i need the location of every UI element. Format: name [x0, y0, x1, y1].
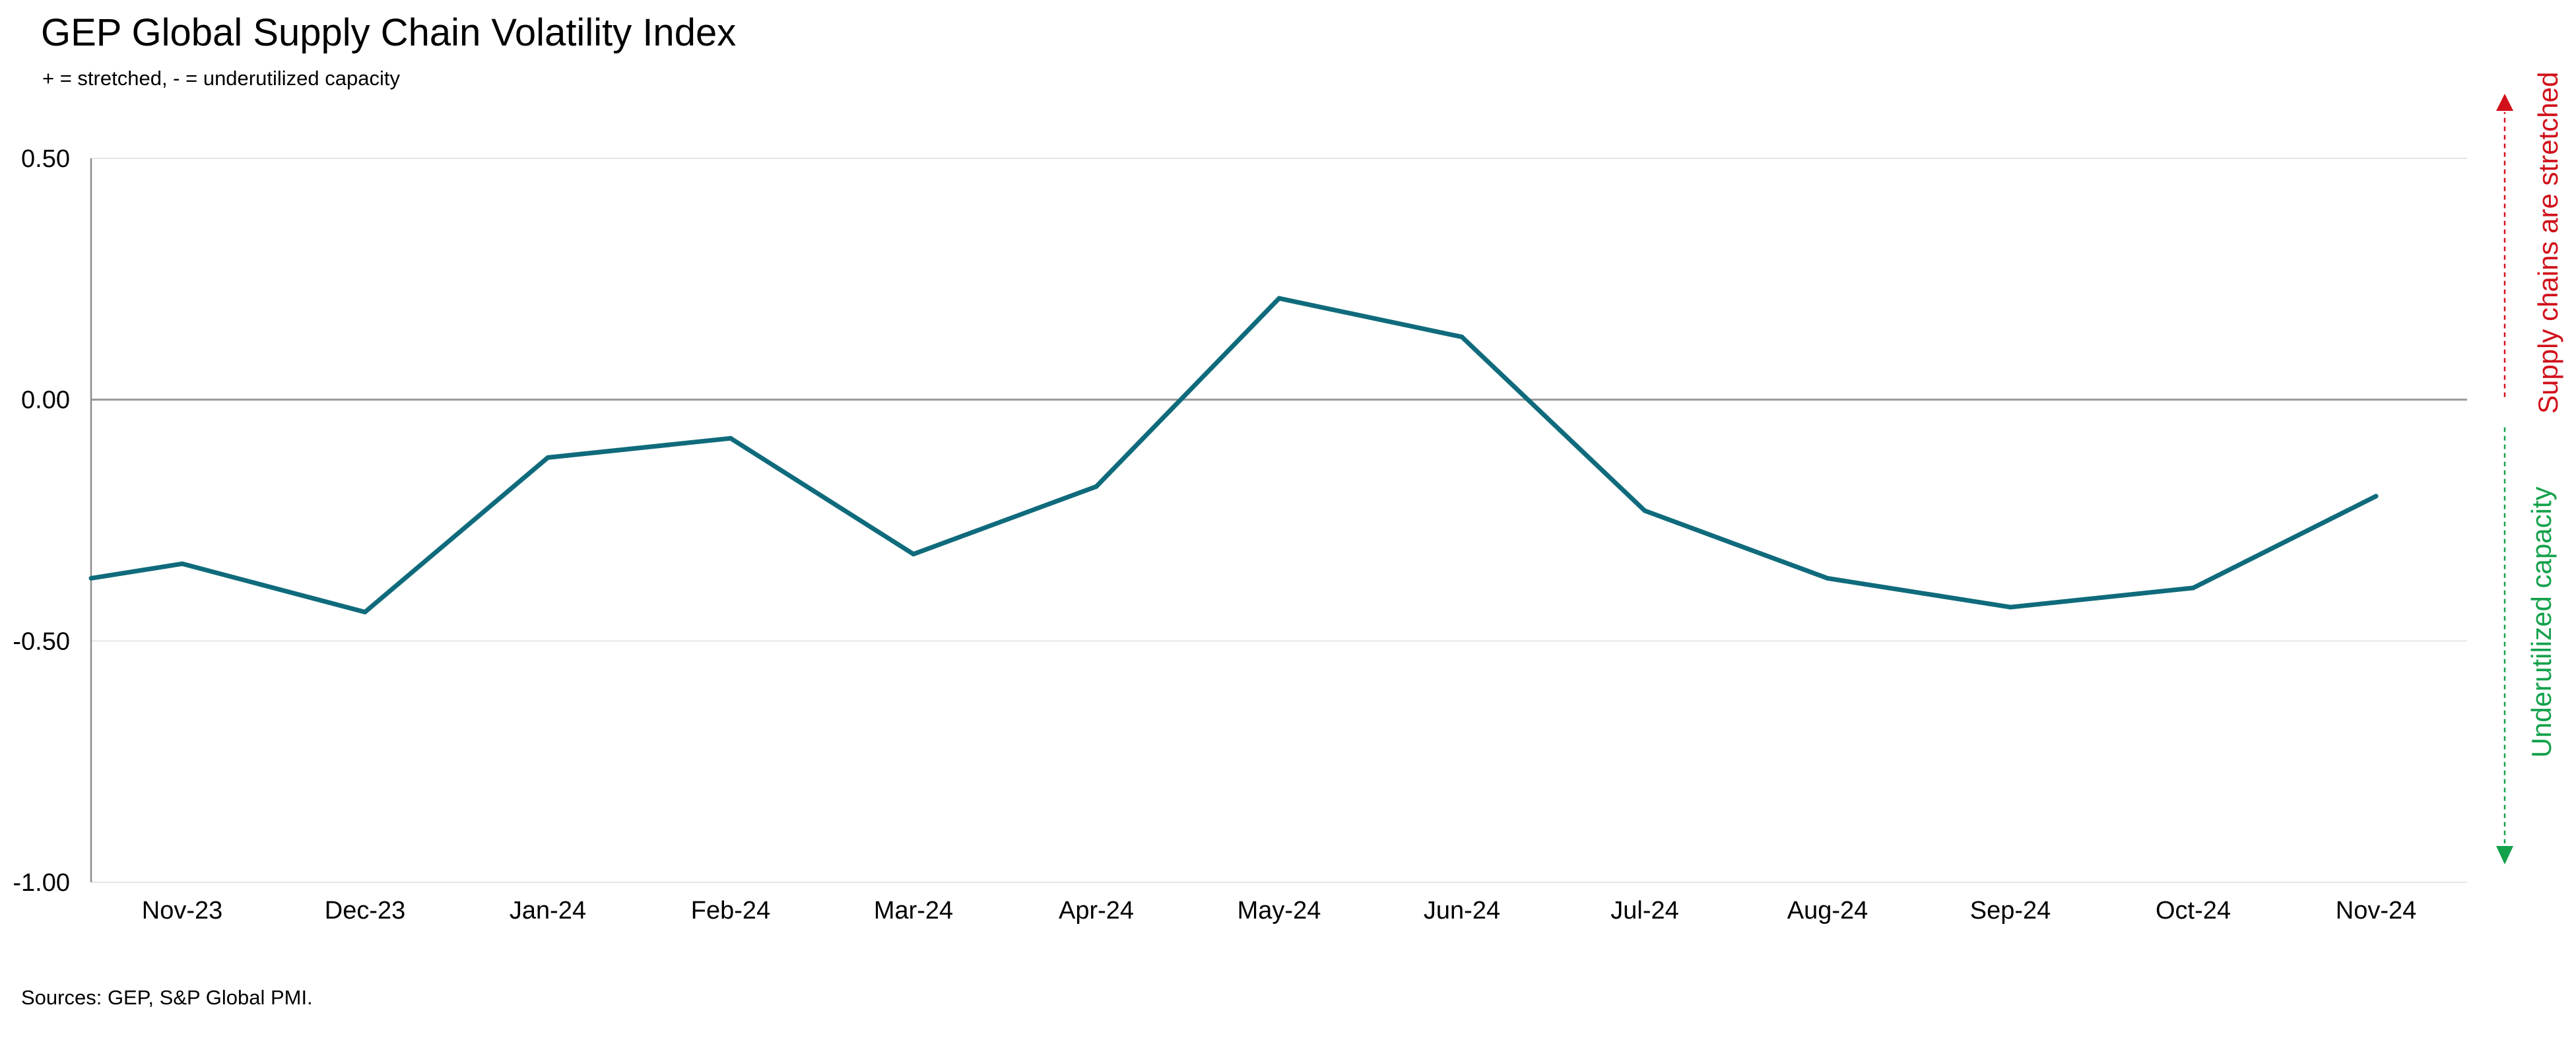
stretched-arrow-head — [2496, 94, 2513, 111]
x-tick-label: Feb-24 — [691, 897, 770, 925]
series-point — [362, 609, 368, 614]
series-point — [1642, 508, 1647, 513]
x-tick-label: Oct-24 — [2156, 897, 2231, 925]
underutilized-arrow-head — [2496, 846, 2513, 864]
y-tick-label: -1.00 — [13, 869, 70, 897]
series-point — [1276, 296, 1282, 301]
x-tick-label: Jun-24 — [1424, 897, 1500, 925]
source-note: Sources: GEP, S&P Global PMI. — [21, 986, 313, 1009]
series-point — [2008, 604, 2013, 610]
x-tick-label: May-24 — [1238, 897, 1321, 925]
x-tick-label: Dec-23 — [325, 897, 406, 925]
x-tick-label: Aug-24 — [1787, 897, 1868, 925]
chart-title: GEP Global Supply Chain Volatility Index — [41, 11, 737, 54]
chart-subtitle: + = stretched, - = underutilized capacit… — [42, 67, 400, 90]
y-tick-label: -0.50 — [13, 628, 70, 655]
x-tick-label: Jan-24 — [510, 897, 586, 925]
stretched-label: Supply chains are stretched — [2532, 72, 2563, 414]
series — [88, 296, 2379, 614]
series-point — [728, 436, 733, 441]
x-tick-labels: Nov-23 Dec-23 Jan-24 Feb-24 Mar-24 Apr-24 May-… — [142, 897, 2417, 925]
x-tick-label: Nov-23 — [142, 897, 223, 925]
series-point — [2191, 585, 2196, 591]
series-point — [1459, 335, 1465, 340]
series-point — [180, 561, 185, 566]
series-point — [1825, 575, 1830, 581]
y-tick-labels: 0.50 0.00 -0.50 -1.00 — [13, 145, 70, 897]
series-point — [1094, 484, 1099, 489]
series-point — [911, 552, 916, 557]
series-point — [545, 455, 550, 460]
x-tick-label: Apr-24 — [1059, 897, 1134, 925]
x-tick-label: Mar-24 — [874, 897, 953, 925]
x-tick-label: Sep-24 — [1970, 897, 2051, 925]
series-line — [88, 296, 2379, 614]
y-tick-label: 0.00 — [21, 387, 70, 414]
x-tick-label: Jul-24 — [1610, 897, 1679, 925]
y-tick-label: 0.50 — [21, 145, 70, 173]
x-tick-label: Nov-24 — [2336, 897, 2417, 925]
series-point — [2373, 494, 2379, 499]
underutilized-label: Underutilized capacity — [2526, 486, 2557, 758]
gridlines — [91, 158, 2467, 883]
side-annotations: Supply chains are stretched Underutilized… — [2496, 72, 2563, 864]
